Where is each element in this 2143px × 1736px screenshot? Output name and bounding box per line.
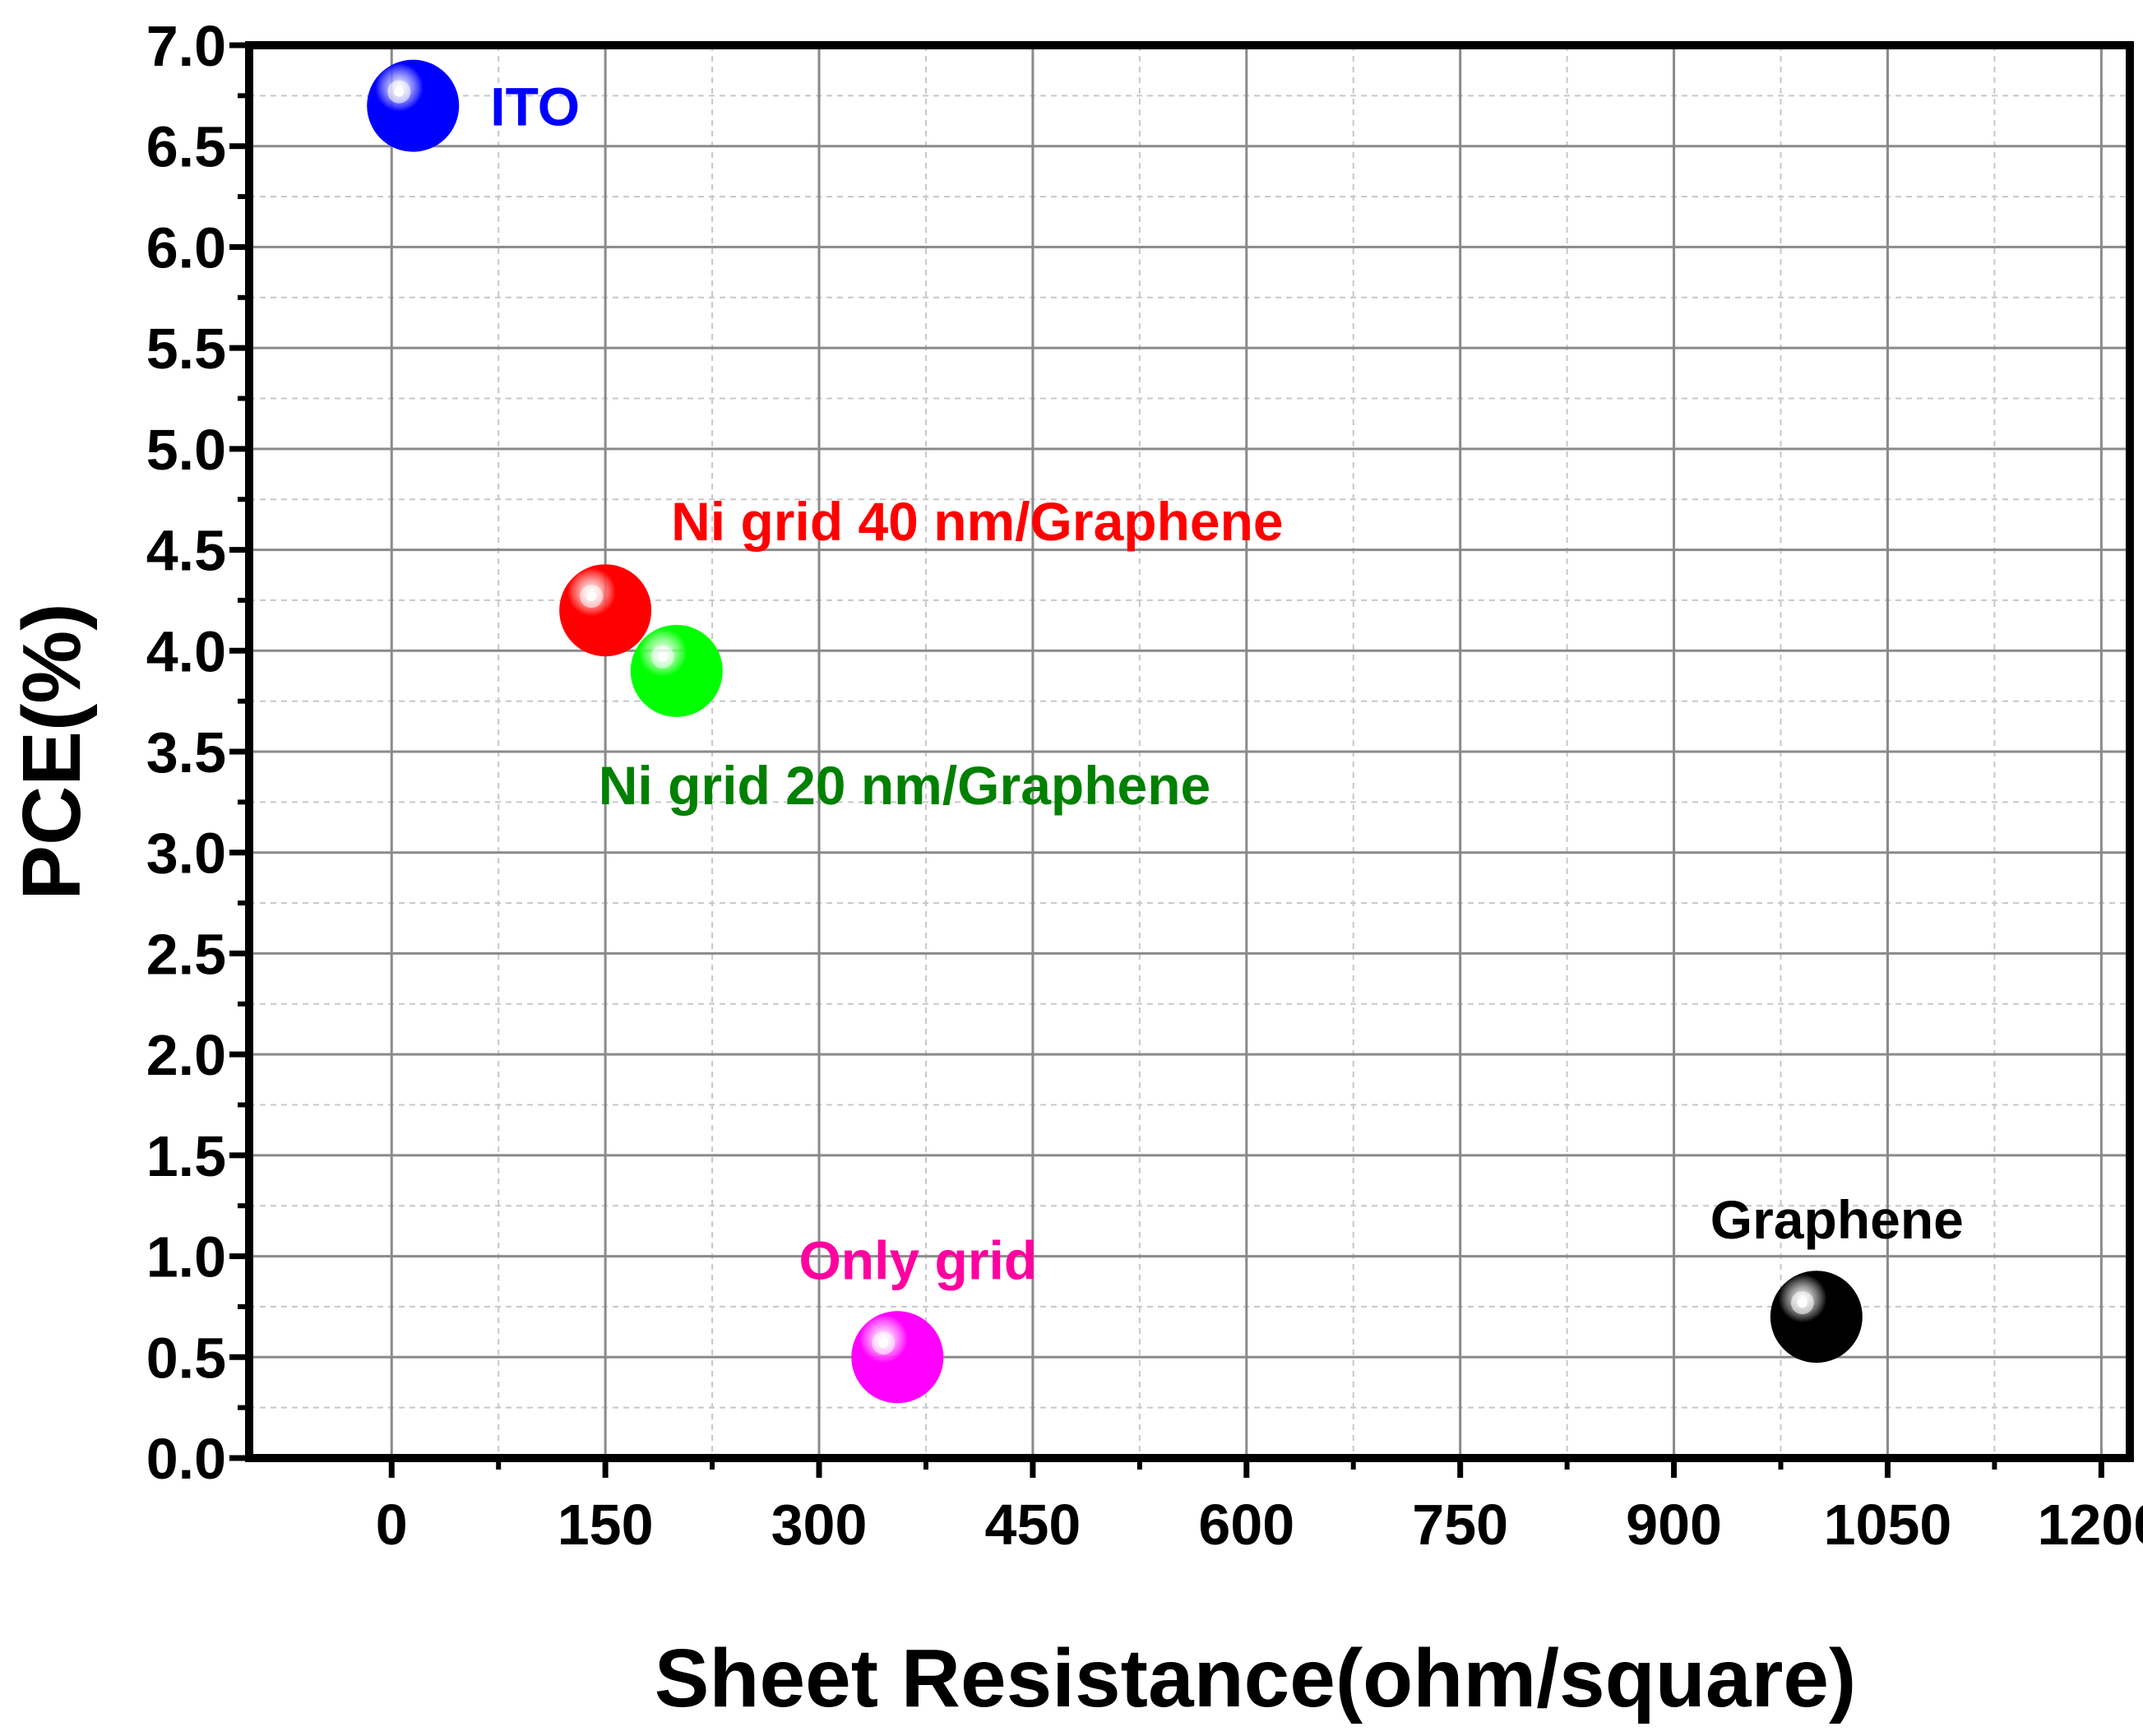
point-marker — [1770, 1271, 1863, 1363]
grid — [249, 44, 2130, 1460]
y-tick-label: 2.0 — [146, 1023, 226, 1087]
x-tick-label: 0 — [376, 1493, 408, 1557]
point-marker — [630, 624, 723, 717]
y-tick-label: 0.0 — [146, 1427, 226, 1491]
y-tick-label: 1.5 — [146, 1124, 226, 1188]
point-ni-grid-40-nm-graphene — [559, 564, 652, 657]
point-label-ni-grid-40-nm-graphene: Ni grid 40 nm/Graphene — [671, 491, 1284, 552]
point-only-grid — [851, 1311, 944, 1404]
y-tick-label: 2.5 — [146, 922, 226, 986]
point-labels: ITO Ni grid 40 nm/Graphene Ni grid 20 nm/G… — [490, 76, 1964, 1291]
point-marker — [367, 59, 460, 152]
y-tick-label: 4.0 — [146, 619, 226, 683]
point-marker — [559, 564, 652, 657]
point-highlight-core — [657, 651, 668, 662]
point-ito — [367, 59, 460, 152]
x-tick-label: 150 — [558, 1493, 654, 1557]
y-tick-label: 5.5 — [146, 317, 226, 381]
point-graphene — [1770, 1271, 1863, 1363]
y-tick-label: 4.5 — [146, 519, 226, 583]
point-highlight-core — [586, 591, 597, 602]
y-tick-label: 7.0 — [146, 14, 226, 78]
point-label-only-grid: Only grid — [798, 1229, 1037, 1290]
y-tick-label: 3.5 — [146, 720, 226, 785]
y-tick-label: 6.5 — [146, 115, 226, 179]
x-tick-label: 1050 — [1824, 1493, 1952, 1557]
x-tick-label: 450 — [985, 1493, 1081, 1557]
x-axis-title: Sheet Resistance(ohm/square) — [655, 1632, 1857, 1724]
data-points — [367, 59, 1863, 1404]
plot-frame — [245, 41, 2134, 1462]
point-label-graphene: Graphene — [1710, 1189, 1964, 1250]
y-tick-label: 0.5 — [146, 1326, 226, 1390]
y-tick-label: 3.0 — [146, 822, 226, 886]
point-label-ito: ITO — [490, 76, 580, 137]
x-tick-label: 600 — [1198, 1493, 1294, 1557]
y-tick-label: 1.0 — [146, 1225, 226, 1289]
y-tick-label: 5.0 — [146, 418, 226, 482]
point-label-ni-grid-20-nm-graphene: Ni grid 20 nm/Graphene — [599, 755, 1211, 816]
point-highlight-core — [1797, 1298, 1807, 1308]
x-tick-label: 900 — [1626, 1493, 1722, 1557]
point-ni-grid-20-nm-graphene — [630, 624, 723, 717]
point-highlight-core — [878, 1338, 889, 1349]
point-marker — [851, 1311, 944, 1404]
point-highlight-core — [394, 86, 405, 97]
x-tick-label: 300 — [771, 1493, 868, 1557]
y-tick-label: 6.0 — [146, 215, 226, 280]
y-axis-title: PCE(%) — [6, 603, 98, 900]
x-tick-label: 750 — [1412, 1493, 1508, 1557]
